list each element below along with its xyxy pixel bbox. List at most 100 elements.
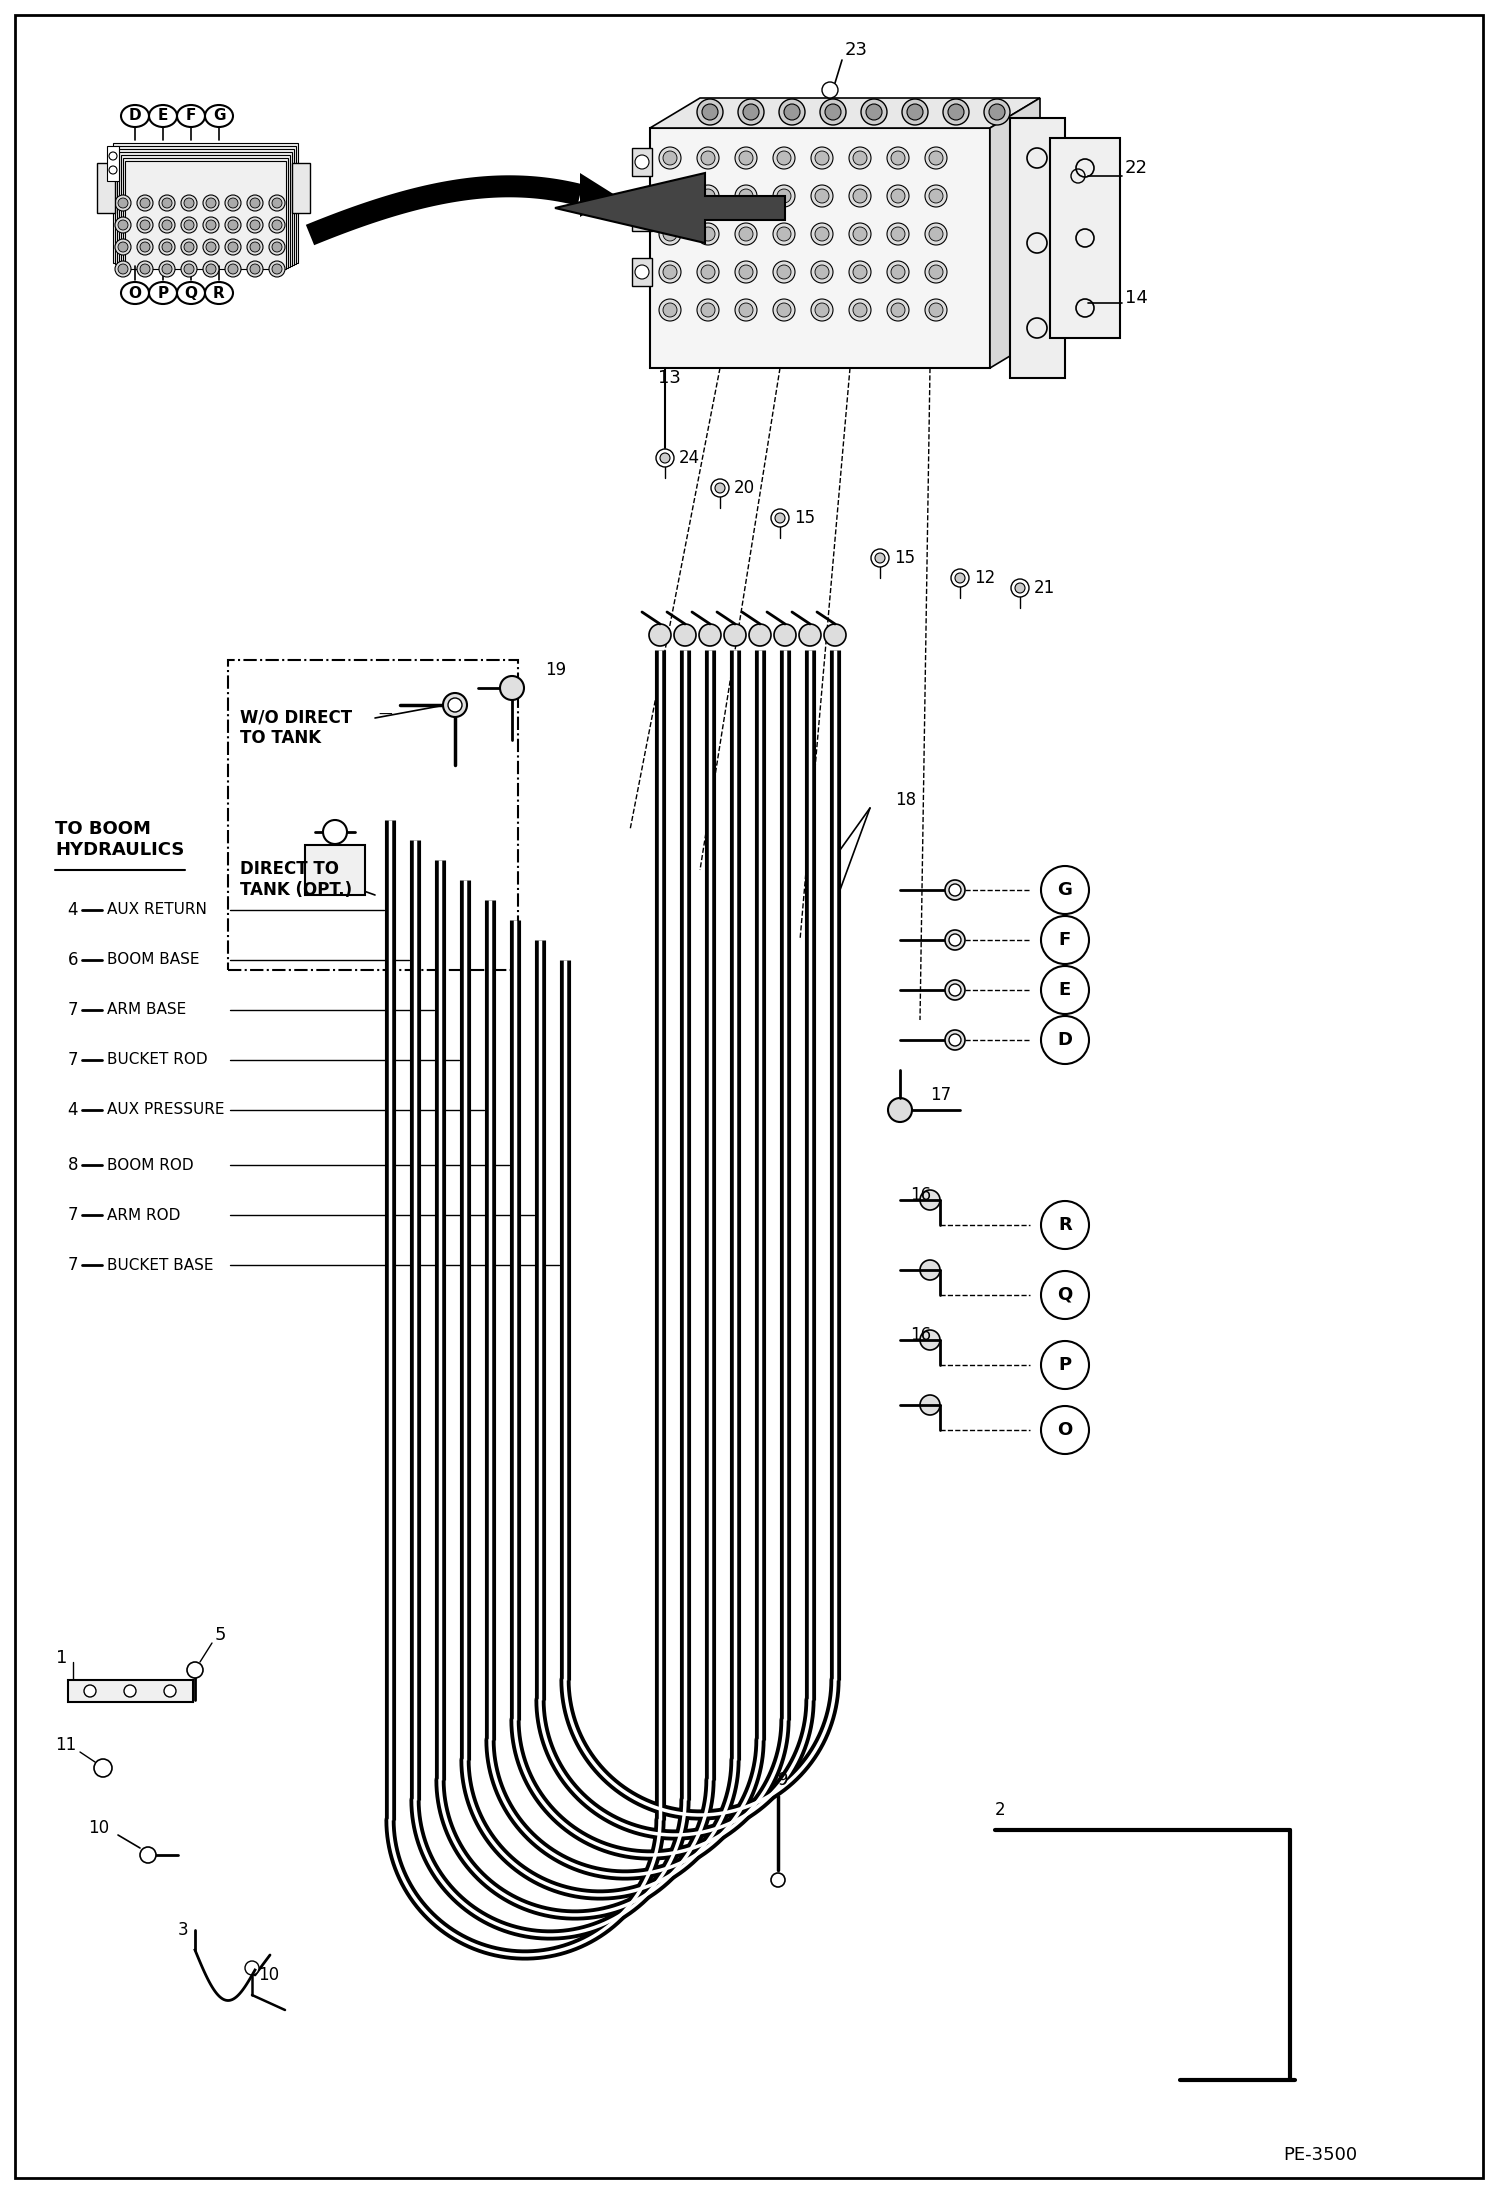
Circle shape [659, 184, 682, 206]
Circle shape [773, 184, 795, 206]
Circle shape [697, 147, 719, 169]
Circle shape [84, 1684, 96, 1697]
Circle shape [815, 265, 828, 279]
Text: 4: 4 [67, 1101, 78, 1118]
Circle shape [773, 147, 795, 169]
Circle shape [924, 224, 947, 246]
Circle shape [920, 1329, 941, 1351]
Circle shape [1011, 579, 1029, 596]
Text: 24: 24 [679, 450, 700, 467]
Text: 23: 23 [845, 42, 867, 59]
Circle shape [810, 298, 833, 320]
Text: TO BOOM
HYDRAULICS: TO BOOM HYDRAULICS [55, 820, 184, 860]
Circle shape [204, 261, 219, 276]
Circle shape [749, 625, 771, 647]
Circle shape [246, 1961, 259, 1976]
Text: O: O [1058, 1421, 1073, 1439]
Circle shape [849, 224, 870, 246]
Circle shape [273, 197, 282, 208]
Circle shape [273, 241, 282, 252]
Circle shape [701, 151, 715, 164]
Circle shape [664, 303, 677, 318]
Circle shape [109, 167, 117, 173]
Circle shape [701, 303, 715, 318]
Text: P: P [1059, 1355, 1071, 1375]
Circle shape [118, 241, 127, 252]
Circle shape [924, 147, 947, 169]
Circle shape [701, 265, 715, 279]
Circle shape [136, 217, 153, 232]
Text: F: F [1059, 932, 1071, 950]
Ellipse shape [177, 105, 205, 127]
Circle shape [736, 147, 756, 169]
Circle shape [635, 265, 649, 279]
Polygon shape [990, 99, 1040, 368]
Text: DIRECT TO
TANK (OPT.): DIRECT TO TANK (OPT.) [240, 860, 352, 899]
Circle shape [724, 625, 746, 647]
Bar [112, 143, 298, 263]
Circle shape [697, 99, 724, 125]
Polygon shape [650, 99, 1040, 127]
Circle shape [861, 99, 887, 125]
Circle shape [228, 241, 238, 252]
Text: G: G [1058, 882, 1073, 899]
Circle shape [924, 298, 947, 320]
Circle shape [184, 197, 195, 208]
Text: 10: 10 [88, 1818, 109, 1838]
Text: BUCKET ROD: BUCKET ROD [106, 1053, 208, 1068]
Circle shape [736, 184, 756, 206]
Circle shape [771, 509, 789, 526]
Text: 22: 22 [1125, 160, 1147, 178]
Text: 1: 1 [55, 1649, 67, 1667]
Circle shape [124, 1684, 136, 1697]
Circle shape [159, 195, 175, 211]
Circle shape [659, 147, 682, 169]
Circle shape [115, 239, 130, 254]
Circle shape [207, 241, 216, 252]
Circle shape [187, 1662, 204, 1678]
Text: —: — [377, 708, 392, 721]
Text: 7: 7 [67, 1206, 78, 1224]
Circle shape [247, 195, 264, 211]
Circle shape [852, 265, 867, 279]
Circle shape [950, 934, 962, 945]
Circle shape [777, 228, 791, 241]
Text: E: E [157, 107, 168, 123]
Circle shape [798, 625, 821, 647]
Ellipse shape [205, 105, 234, 127]
Bar [632, 204, 652, 230]
Circle shape [950, 985, 962, 996]
Text: 7: 7 [67, 1257, 78, 1274]
Circle shape [891, 151, 905, 164]
Text: R: R [213, 285, 225, 300]
Circle shape [739, 99, 764, 125]
Circle shape [181, 261, 198, 276]
Circle shape [924, 261, 947, 283]
Text: FRONT: FRONT [706, 1978, 753, 1991]
Text: 5: 5 [216, 1625, 226, 1645]
Text: R: R [1058, 1215, 1073, 1235]
Text: F: F [186, 107, 196, 123]
Text: 20: 20 [734, 478, 755, 498]
Circle shape [920, 1261, 941, 1281]
Circle shape [951, 568, 969, 588]
Circle shape [824, 625, 846, 647]
Circle shape [810, 184, 833, 206]
Circle shape [945, 930, 965, 950]
Bar [121, 156, 291, 268]
Circle shape [1041, 1272, 1089, 1318]
Text: G: G [213, 107, 225, 123]
Circle shape [659, 298, 682, 320]
Circle shape [783, 103, 800, 121]
Circle shape [184, 241, 195, 252]
Circle shape [1041, 1406, 1089, 1454]
Ellipse shape [177, 283, 205, 305]
Circle shape [664, 189, 677, 204]
Circle shape [115, 261, 130, 276]
Circle shape [773, 261, 795, 283]
Circle shape [228, 197, 238, 208]
Text: 15: 15 [894, 548, 915, 568]
Circle shape [887, 298, 909, 320]
Circle shape [739, 228, 753, 241]
Circle shape [712, 478, 730, 498]
